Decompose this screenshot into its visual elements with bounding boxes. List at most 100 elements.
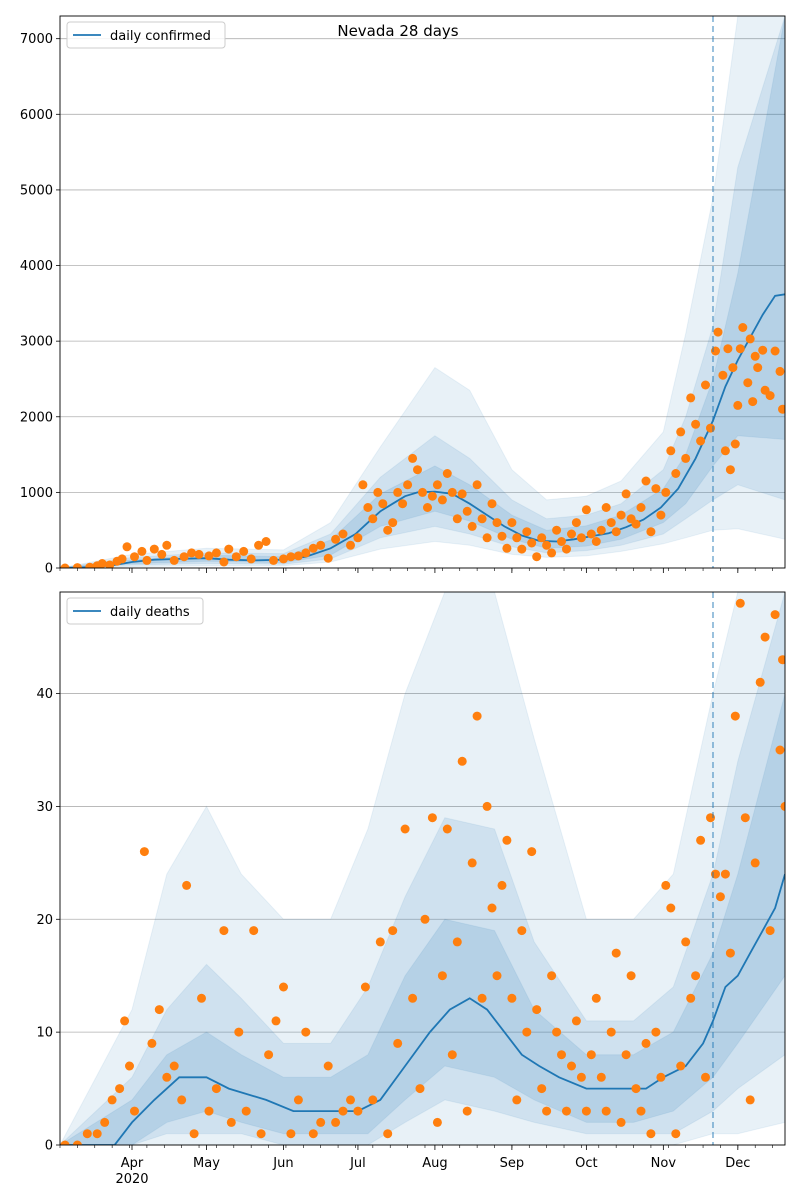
data-point [457, 489, 467, 499]
data-point [686, 993, 696, 1003]
data-point [547, 548, 557, 558]
data-point [601, 503, 611, 512]
data-point [388, 926, 398, 936]
data-point [512, 1095, 522, 1105]
x-tick-label: Nov [651, 1156, 677, 1171]
legend-label: daily confirmed [110, 29, 211, 44]
data-point [120, 1016, 130, 1026]
data-point [139, 847, 149, 857]
data-point [472, 711, 482, 721]
data-point [211, 548, 221, 558]
data-point [85, 562, 95, 568]
data-point [226, 1117, 236, 1127]
data-point [557, 537, 566, 546]
y-tick-label: 1000 [20, 486, 53, 501]
data-point [82, 1129, 92, 1139]
data-point [691, 971, 701, 981]
data-point [189, 1129, 199, 1139]
confidence-band [60, 16, 785, 568]
data-point [301, 1027, 311, 1037]
data-point [154, 1005, 164, 1015]
data-point [611, 527, 621, 537]
data-point [383, 525, 393, 535]
data-point [656, 1072, 666, 1082]
data-point [743, 378, 753, 388]
data-point [507, 518, 517, 528]
data-point [728, 363, 738, 373]
data-point [487, 499, 497, 509]
data-point [437, 971, 447, 981]
data-point [388, 518, 398, 528]
data-point [72, 563, 82, 568]
legend-box [66, 21, 226, 49]
data-point [403, 480, 413, 490]
data-point [512, 533, 522, 543]
data-point [452, 937, 462, 947]
data-point [249, 926, 259, 936]
data-point [542, 1106, 552, 1116]
data-point [432, 1117, 442, 1127]
data-point [246, 554, 256, 564]
data-point [718, 370, 728, 380]
y-tick-label: 0 [45, 562, 53, 577]
data-point [147, 1038, 157, 1048]
data-point [149, 544, 159, 554]
data-point [656, 510, 666, 520]
data-point [60, 1140, 70, 1145]
data-point [616, 510, 626, 520]
data-point [730, 711, 740, 721]
data-point [502, 835, 512, 845]
data-point [601, 1106, 611, 1116]
data-point [750, 351, 760, 361]
y-tick-label: 10 [36, 1026, 53, 1041]
data-point [122, 542, 132, 552]
data-point [745, 334, 755, 344]
data-point [211, 1084, 221, 1094]
data-point [177, 1095, 187, 1105]
data-point [423, 503, 432, 512]
data-point [338, 529, 348, 539]
data-point [671, 1129, 681, 1139]
legend-box [66, 597, 204, 625]
data-point [179, 552, 189, 562]
data-point [681, 453, 691, 463]
y-tick-label: 20 [36, 913, 53, 928]
data-point [368, 514, 378, 524]
data-point [105, 560, 115, 568]
data-point [517, 544, 527, 554]
data-point [681, 937, 691, 947]
data-point [375, 937, 385, 947]
data-point [92, 1129, 102, 1139]
data-point [765, 926, 775, 936]
data-point [636, 503, 646, 512]
data-point [482, 533, 492, 543]
data-point [142, 555, 152, 565]
data-point [353, 533, 363, 543]
data-point [552, 525, 562, 535]
data-point [567, 529, 576, 539]
y-tick-label: 0 [45, 1139, 53, 1154]
data-point [497, 531, 507, 541]
legend: daily deaths [66, 597, 204, 625]
data-point [269, 555, 278, 565]
y-tick-label: 3000 [20, 335, 53, 350]
data-point [162, 1072, 172, 1082]
data-point [338, 1106, 348, 1116]
data-point [373, 487, 383, 497]
data-point [735, 344, 745, 354]
data-point [666, 446, 676, 456]
data-point [157, 549, 167, 559]
data-point [194, 549, 204, 559]
data-point [293, 1095, 303, 1105]
data-point [308, 543, 318, 553]
data-point [537, 533, 547, 543]
data-point [611, 948, 621, 958]
data-point [346, 1095, 355, 1105]
data-point [646, 527, 656, 537]
data-point [676, 427, 686, 437]
data-point [197, 993, 206, 1003]
plot-frame [59, 15, 786, 569]
data-point [393, 1038, 403, 1048]
data-point [427, 813, 437, 823]
